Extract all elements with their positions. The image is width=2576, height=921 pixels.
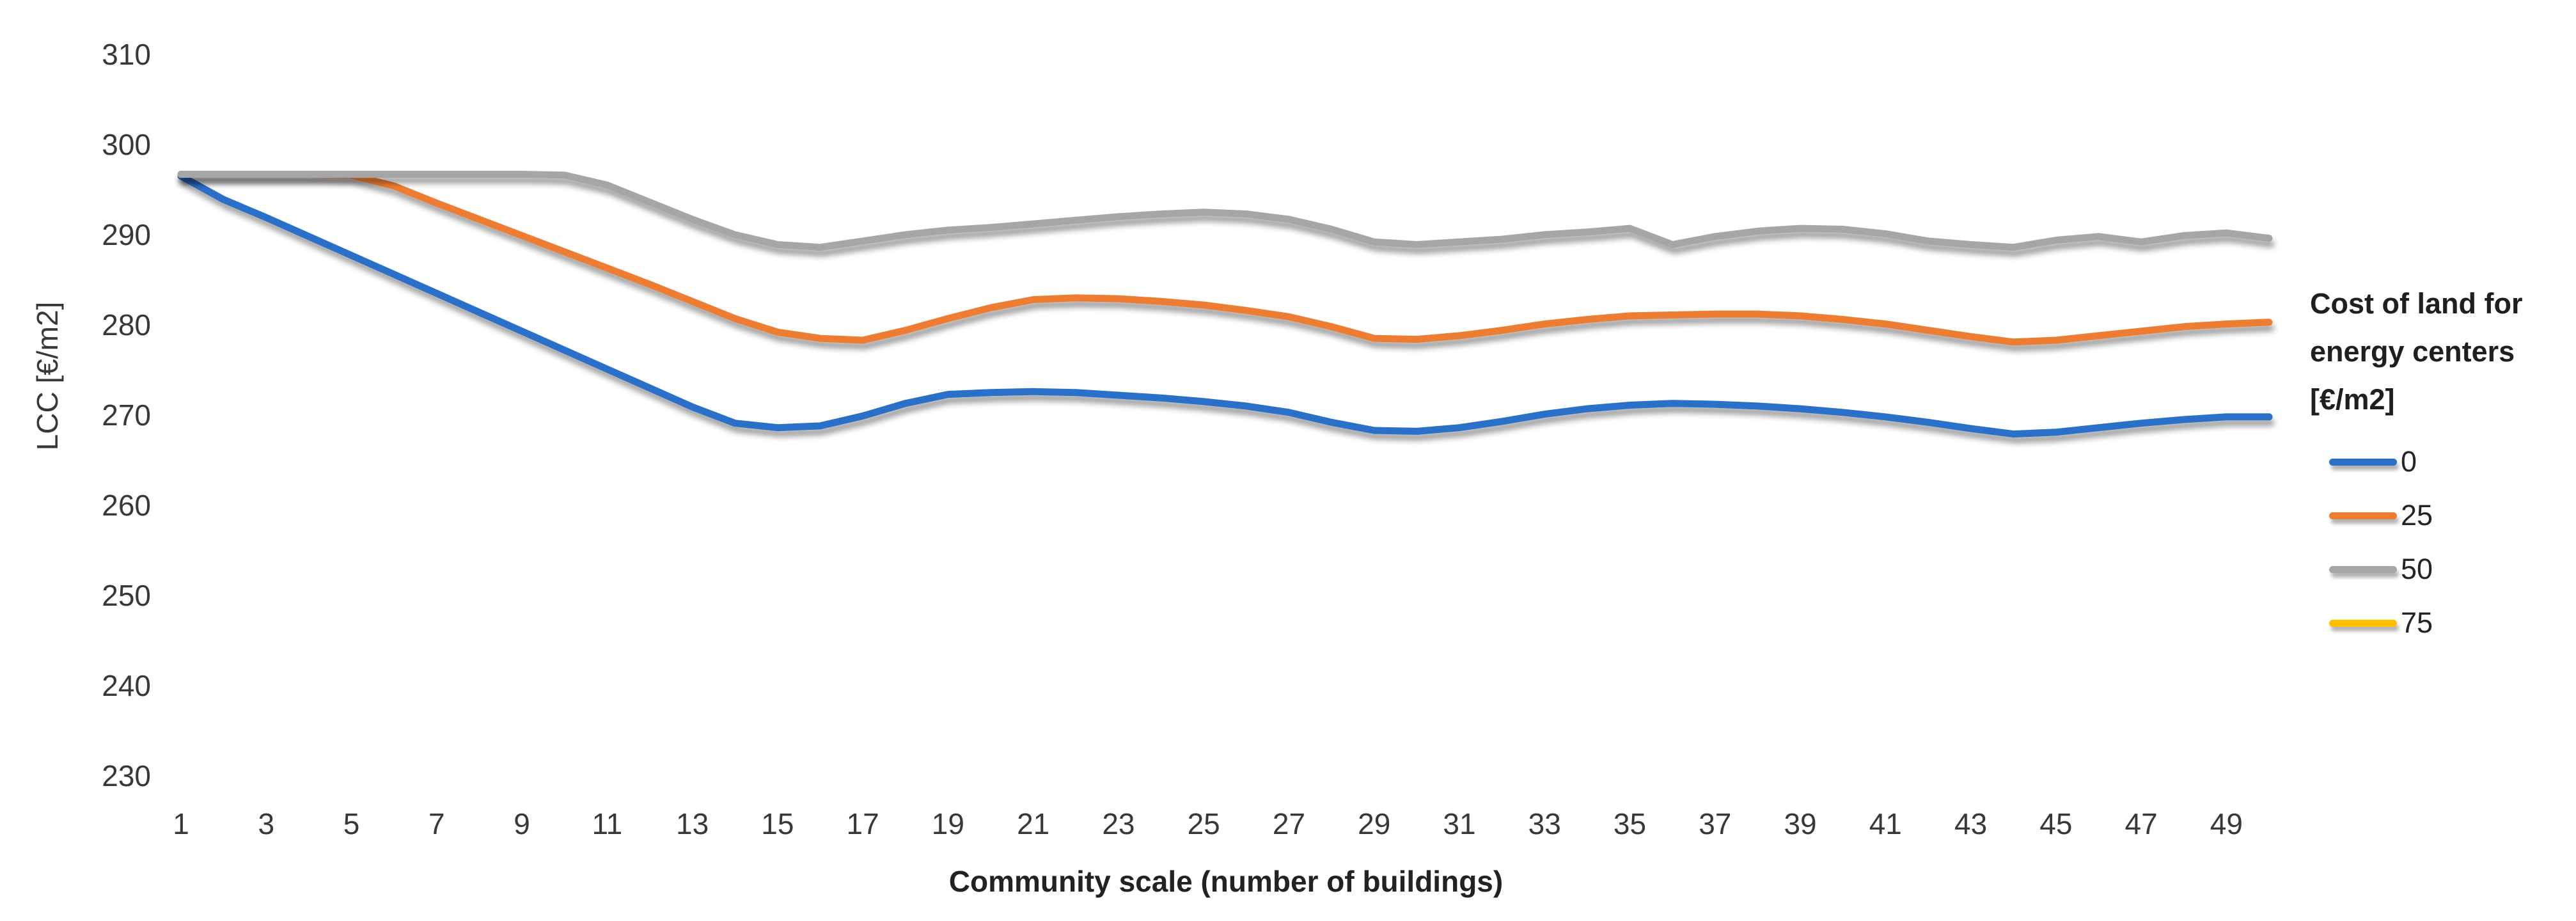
y-tick-label: 240 [102, 669, 151, 702]
x-tick-label: 13 [676, 807, 709, 840]
y-tick-label: 260 [102, 489, 151, 522]
x-tick-label: 29 [1358, 807, 1390, 840]
x-tick-label: 15 [761, 807, 794, 840]
x-tick-label: 31 [1443, 807, 1475, 840]
y-axis-title: LCC [€/m2] [31, 301, 64, 451]
x-tick-label: 45 [2039, 807, 2072, 840]
x-tick-label: 3 [258, 807, 274, 840]
y-tick-label: 270 [102, 398, 151, 432]
x-tick-label: 17 [847, 807, 879, 840]
x-tick-label: 23 [1102, 807, 1135, 840]
legend-entry-label: 25 [2401, 499, 2433, 531]
series-line-25 [177, 171, 2273, 346]
legend-entry-50: 50 [2329, 542, 2559, 596]
y-tick-label: 280 [102, 308, 151, 342]
legend-swatch-gray-icon [2329, 565, 2397, 573]
x-tick-label: 1 [173, 807, 189, 840]
legend-entries: 0 25 50 75 [2329, 435, 2559, 650]
x-tick-label: 11 [592, 807, 622, 840]
x-axis-title: Community scale (number of buildings) [948, 865, 1504, 898]
series-lines [177, 171, 2273, 438]
x-tick-label: 41 [1869, 807, 1902, 840]
x-tick-label: 9 [514, 807, 530, 840]
gridlines [168, 53, 2284, 777]
series-line-50 [177, 171, 2273, 251]
legend-swatch-orange-icon [2329, 512, 2397, 519]
y-tick-label: 310 [102, 38, 151, 71]
x-tick-label: 37 [1699, 807, 1731, 840]
y-tick-label: 230 [102, 759, 151, 792]
y-tick-label: 250 [102, 579, 151, 612]
x-tick-label: 49 [2210, 807, 2243, 840]
x-tick-label: 21 [1017, 807, 1049, 840]
legend-entry-label: 0 [2401, 445, 2417, 478]
legend-entry-25: 25 [2329, 489, 2559, 542]
x-tick-label: 35 [1614, 807, 1646, 840]
legend-entry-0: 0 [2329, 435, 2559, 489]
x-tick-label: 39 [1784, 807, 1816, 840]
series-line-0 [177, 172, 2273, 438]
y-axis-tick-labels: 310 300 290 280 270 260 250 240 230 [102, 38, 151, 792]
legend-swatch-yellow-icon [2329, 619, 2397, 627]
x-tick-label: 47 [2125, 807, 2158, 840]
x-tick-label: 7 [428, 807, 445, 840]
x-tick-label: 43 [1954, 807, 1987, 840]
legend-entry-label: 75 [2401, 606, 2433, 639]
legend: Cost of land for energy centers [€/m2] 0… [2310, 279, 2566, 639]
y-tick-label: 290 [102, 218, 151, 251]
y-tick-label: 300 [102, 128, 151, 161]
x-tick-label: 19 [932, 807, 964, 840]
x-tick-label: 25 [1188, 807, 1220, 840]
x-tick-label: 33 [1528, 807, 1561, 840]
legend-entry-75: 75 [2329, 596, 2559, 650]
legend-title: Cost of land for energy centers [€/m2] [2310, 287, 2523, 416]
legend-entry-label: 50 [2401, 553, 2433, 585]
x-axis-tick-labels: 1 3 5 7 9 11 13 15 17 19 21 23 25 27 29 31 33 35 37 39 41 43 4… [173, 807, 2243, 840]
x-tick-label: 5 [343, 807, 360, 840]
x-tick-label: 27 [1273, 807, 1305, 840]
legend-swatch-blue-icon [2329, 458, 2397, 466]
